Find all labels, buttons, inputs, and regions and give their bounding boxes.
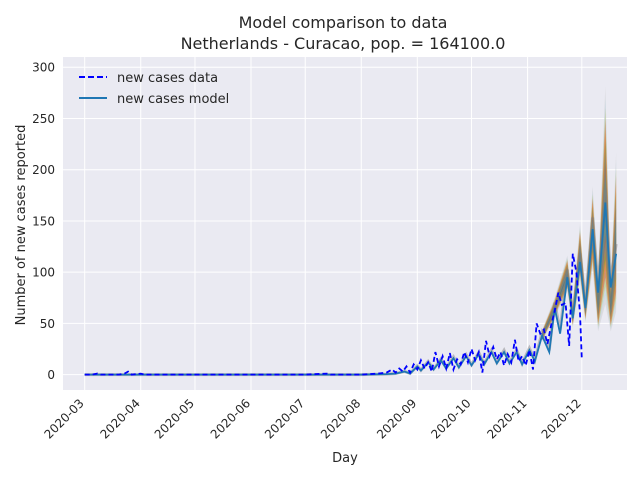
chart-title: Model comparison to data bbox=[239, 13, 448, 32]
grid-lines bbox=[63, 57, 627, 390]
legend: new cases data new cases model bbox=[79, 71, 229, 107]
y-tick-label: 300 bbox=[32, 61, 55, 75]
y-axis-ticks: 0 50 100 150 200 250 300 bbox=[32, 61, 55, 382]
x-tick-label: 2020-12 bbox=[539, 396, 584, 441]
y-tick-label: 200 bbox=[32, 163, 55, 177]
plot-area bbox=[63, 57, 627, 390]
ensemble-band bbox=[542, 162, 617, 339]
x-tick-label: 2020-08 bbox=[318, 396, 363, 441]
x-axis-label: Day bbox=[332, 451, 358, 466]
y-tick-label: 50 bbox=[40, 317, 55, 331]
x-tick-label: 2020-07 bbox=[262, 396, 307, 441]
legend-label-model: new cases model bbox=[117, 92, 229, 107]
x-tick-label: 2020-11 bbox=[484, 396, 529, 441]
x-axis-ticks: 2020-03 2020-04 2020-05 2020-06 2020-07 2020-… bbox=[41, 396, 583, 441]
x-tick-label: 2020-05 bbox=[152, 396, 197, 441]
ensemble-band bbox=[542, 195, 617, 337]
y-tick-label: 150 bbox=[32, 214, 55, 228]
x-tick-label: 2020-09 bbox=[374, 396, 419, 441]
y-tick-label: 250 bbox=[32, 112, 55, 126]
y-axis-label: Number of new cases reported bbox=[14, 125, 29, 326]
series-line-data bbox=[84, 253, 583, 376]
ensemble-band bbox=[542, 184, 617, 338]
y-tick-label: 0 bbox=[47, 368, 55, 382]
x-tick-label: 2020-04 bbox=[97, 396, 142, 441]
series-lines bbox=[84, 202, 618, 376]
ensemble-band bbox=[542, 173, 617, 338]
x-tick-label: 2020-06 bbox=[208, 396, 253, 441]
chart-subtitle: Netherlands - Curacao, pop. = 164100.0 bbox=[181, 34, 506, 53]
x-tick-label: 2020-10 bbox=[428, 396, 473, 441]
x-tick-label: 2020-03 bbox=[41, 396, 86, 441]
y-tick-label: 100 bbox=[32, 266, 55, 280]
legend-label-data: new cases data bbox=[117, 71, 218, 86]
